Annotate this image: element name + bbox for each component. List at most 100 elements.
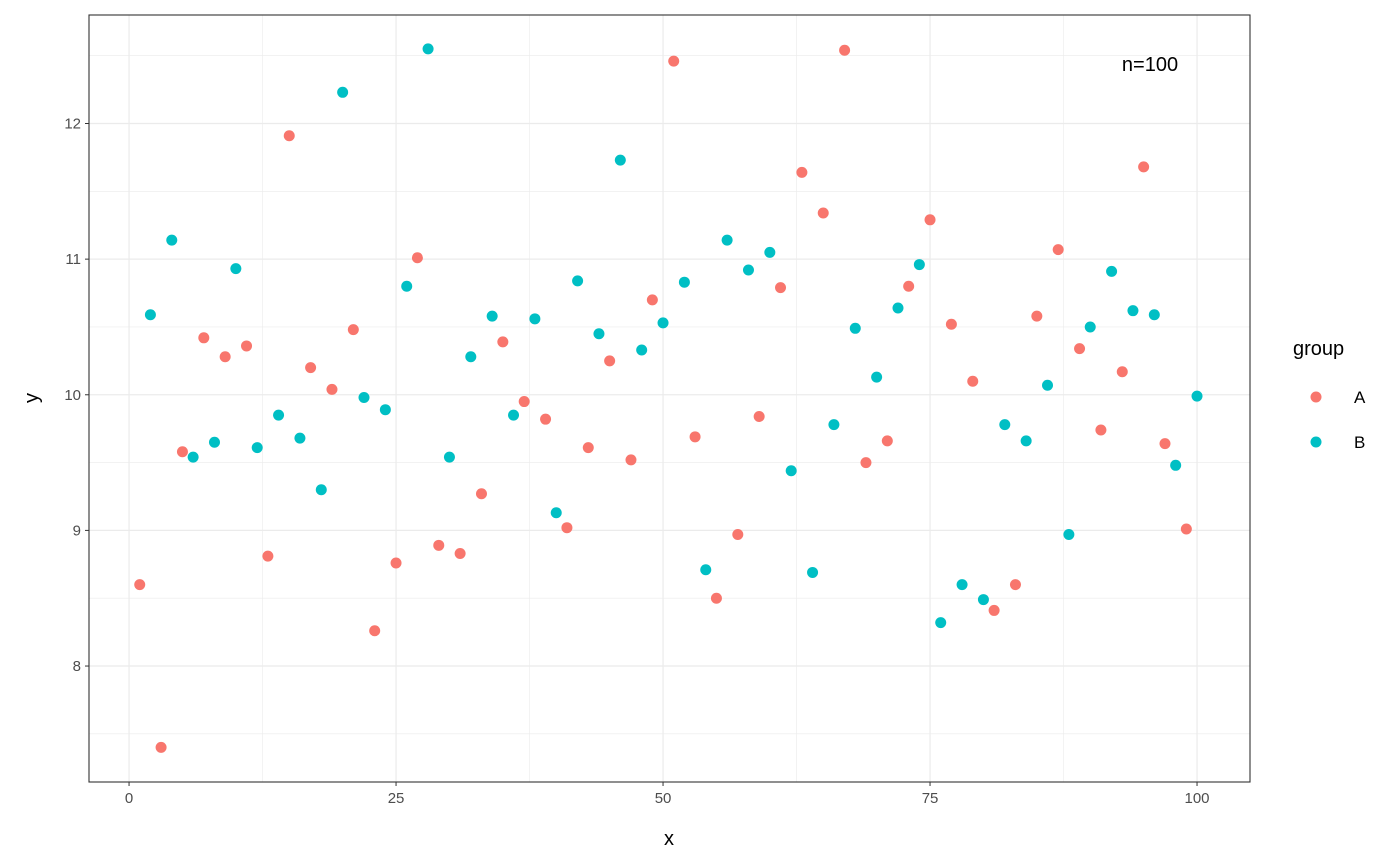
point-group-b [614, 154, 626, 166]
point-group-a [903, 280, 915, 292]
point-group-a [390, 557, 402, 569]
annotation-n: n=100 [1122, 54, 1178, 76]
point-group-b [700, 564, 712, 576]
point-group-a [241, 340, 253, 352]
y-tick-label: 11 [65, 251, 81, 268]
point-group-b [1020, 435, 1032, 447]
point-group-a [1095, 424, 1107, 436]
point-group-b [764, 246, 776, 258]
points [134, 43, 1203, 753]
point-group-b [273, 409, 285, 421]
panel-border [88, 14, 1251, 783]
point-group-a [1074, 343, 1086, 355]
point-group-a [604, 355, 616, 367]
point-group-b [166, 234, 178, 246]
point-group-a [411, 252, 423, 264]
point-group-a [305, 362, 317, 374]
point-group-a [347, 324, 359, 336]
point-group-b [401, 280, 413, 292]
point-group-a [369, 625, 381, 637]
point-group-a [839, 44, 851, 56]
point-group-b [508, 409, 520, 421]
point-group-b [144, 309, 156, 321]
point-group-a [518, 396, 530, 408]
point-group-a [1009, 579, 1021, 591]
x-tick-label: 100 [1185, 790, 1210, 807]
point-group-a [732, 528, 744, 540]
point-group-a [625, 454, 637, 466]
point-group-a [967, 375, 979, 387]
point-group-a [326, 383, 338, 395]
legend: group A B [1293, 338, 1366, 452]
point-group-b [657, 317, 669, 329]
point-group-a [988, 604, 1000, 616]
point-group-b [742, 264, 754, 276]
point-group-b [1106, 265, 1118, 277]
point-group-b [572, 275, 584, 287]
point-group-a [262, 550, 274, 562]
point-group-a [1159, 438, 1171, 450]
point-group-b [999, 419, 1011, 431]
point-group-a [1031, 310, 1043, 322]
point-group-b [1191, 390, 1203, 402]
point-group-b [208, 436, 220, 448]
point-group-b [251, 442, 263, 454]
point-group-a [198, 332, 210, 344]
point-group-a [860, 457, 872, 469]
point-group-b [977, 594, 989, 606]
point-group-b [379, 404, 391, 416]
legend-label-a: A [1354, 388, 1366, 407]
point-group-b [1042, 379, 1054, 391]
y-tick-label: 8 [73, 658, 81, 675]
point-group-a [1180, 523, 1192, 535]
point-group-a [497, 336, 509, 348]
point-group-a [540, 413, 552, 425]
legend-title: group [1293, 338, 1344, 360]
legend-key-a [1310, 391, 1322, 403]
point-group-a [924, 214, 936, 226]
point-group-a [668, 55, 680, 67]
point-group-b [913, 259, 925, 271]
x-tick-label: 0 [125, 790, 133, 807]
x-tick-label: 75 [922, 790, 939, 807]
point-group-a [881, 435, 893, 447]
point-group-b [230, 263, 242, 275]
point-group-b [486, 310, 498, 322]
point-group-b [465, 351, 477, 363]
point-group-a [176, 446, 188, 458]
point-group-a [646, 294, 658, 306]
point-group-a [796, 166, 808, 178]
point-group-b [1084, 321, 1096, 333]
point-group-b [187, 451, 199, 463]
point-group-b [956, 579, 968, 591]
y-axis-title: y [21, 393, 43, 403]
x-tick-label: 25 [388, 790, 405, 807]
y-tick-label: 12 [64, 116, 81, 133]
point-group-a [134, 579, 146, 591]
point-group-b [636, 344, 648, 356]
point-group-b [1170, 459, 1182, 471]
point-group-a [582, 442, 594, 454]
point-group-b [358, 391, 370, 403]
legend-label-b: B [1354, 433, 1365, 452]
point-group-b [785, 465, 797, 477]
point-group-a [155, 741, 167, 753]
point-group-a [753, 410, 765, 422]
point-group-a [945, 318, 957, 330]
y-tick-label: 9 [73, 522, 81, 539]
point-group-b [1148, 309, 1160, 321]
point-group-b [593, 328, 605, 340]
point-group-a [817, 207, 829, 219]
point-group-b [337, 86, 349, 98]
point-group-a [219, 351, 231, 363]
point-group-a [775, 282, 787, 294]
point-group-a [689, 431, 701, 443]
point-group-a [433, 539, 445, 551]
point-group-b [294, 432, 306, 444]
point-group-b [828, 419, 840, 431]
point-group-b [678, 276, 690, 288]
point-group-b [1063, 528, 1075, 540]
point-group-b [315, 484, 327, 496]
axis-ticks: 0 25 50 75 100 8 9 10 11 12 [64, 116, 1209, 807]
point-group-b [550, 507, 562, 519]
